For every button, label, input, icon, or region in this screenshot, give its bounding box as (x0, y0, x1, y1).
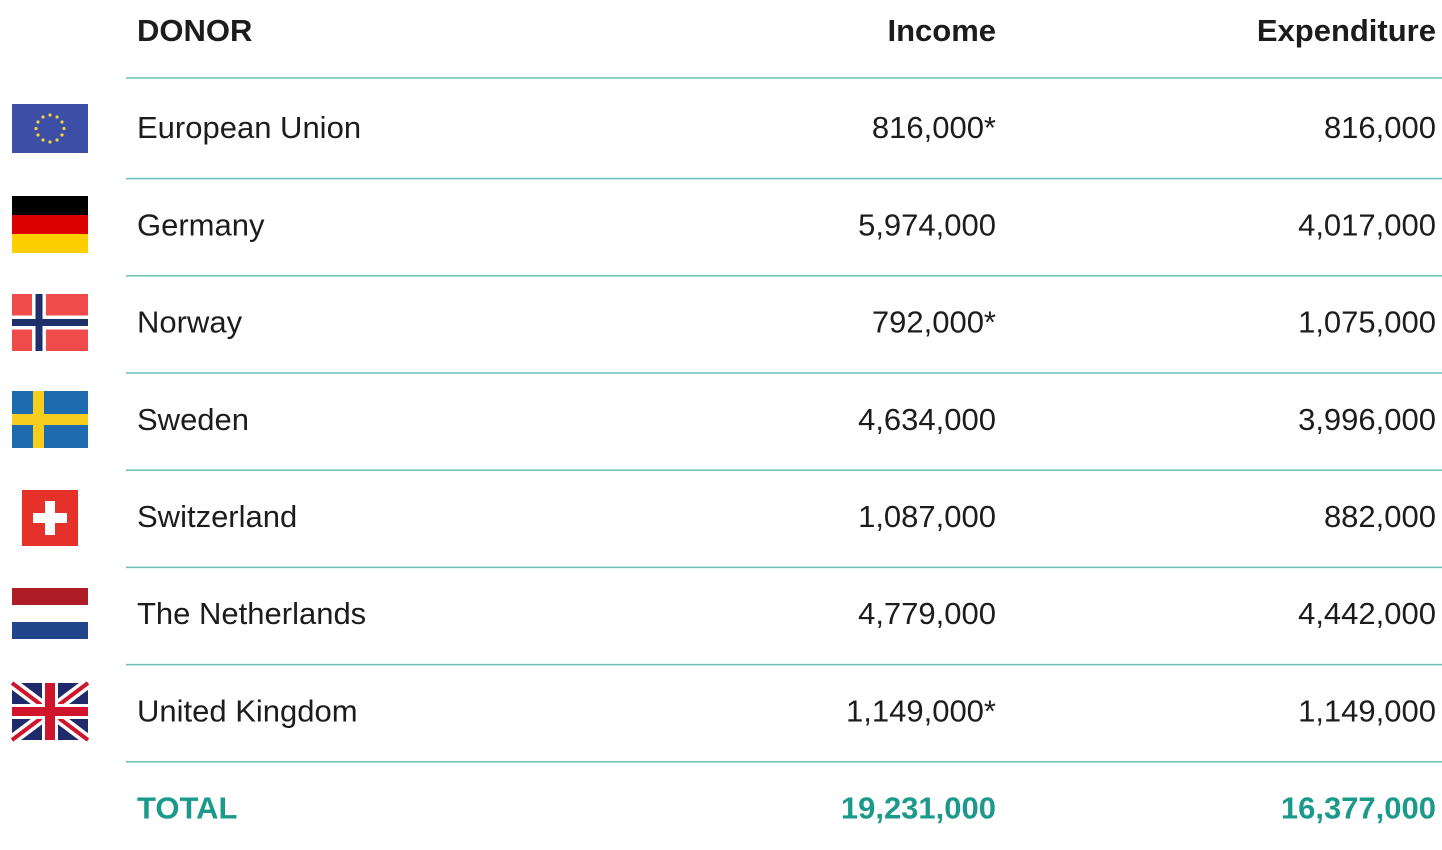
cell-donor: Norway (137, 305, 243, 340)
header-expenditure: Expenditure (1257, 13, 1436, 48)
cell-expenditure: 1,149,000 (1298, 693, 1436, 728)
cell-expenditure: 3,996,000 (1298, 402, 1436, 437)
cell-income: 792,000* (872, 305, 996, 340)
flag-netherlands (12, 588, 88, 639)
cell-expenditure: 4,017,000 (1298, 207, 1436, 242)
cell-income: 4,634,000 (858, 402, 996, 437)
cell-donor: Germany (137, 207, 265, 242)
flag-switzerland (22, 490, 78, 546)
flag-uk (8, 678, 92, 745)
flag-eu (12, 104, 88, 153)
total-expenditure: 16,377,000 (1281, 791, 1436, 826)
cell-expenditure: 1,075,000 (1298, 305, 1436, 340)
cell-donor: Sweden (137, 402, 249, 437)
cell-income: 1,087,000 (858, 499, 996, 534)
cell-donor: Switzerland (137, 499, 297, 534)
cell-expenditure: 816,000 (1324, 110, 1436, 145)
flag-sweden (12, 391, 88, 448)
cell-income: 1,149,000* (846, 693, 996, 728)
cell-donor: United Kingdom (137, 693, 358, 728)
cell-donor: The Netherlands (137, 596, 366, 631)
header-donor: DONOR (137, 13, 252, 48)
cell-income: 5,974,000 (858, 207, 996, 242)
total-donor: TOTAL (137, 791, 237, 826)
cell-donor: European Union (137, 110, 361, 145)
flag-norway (12, 294, 88, 351)
total-income: 19,231,000 (841, 791, 996, 826)
header-income: Income (887, 13, 996, 48)
cell-income: 816,000* (872, 110, 996, 145)
flag-germany (12, 196, 88, 253)
cell-expenditure: 4,442,000 (1298, 596, 1436, 631)
cell-income: 4,779,000 (858, 596, 996, 631)
cell-expenditure: 882,000 (1324, 499, 1436, 534)
